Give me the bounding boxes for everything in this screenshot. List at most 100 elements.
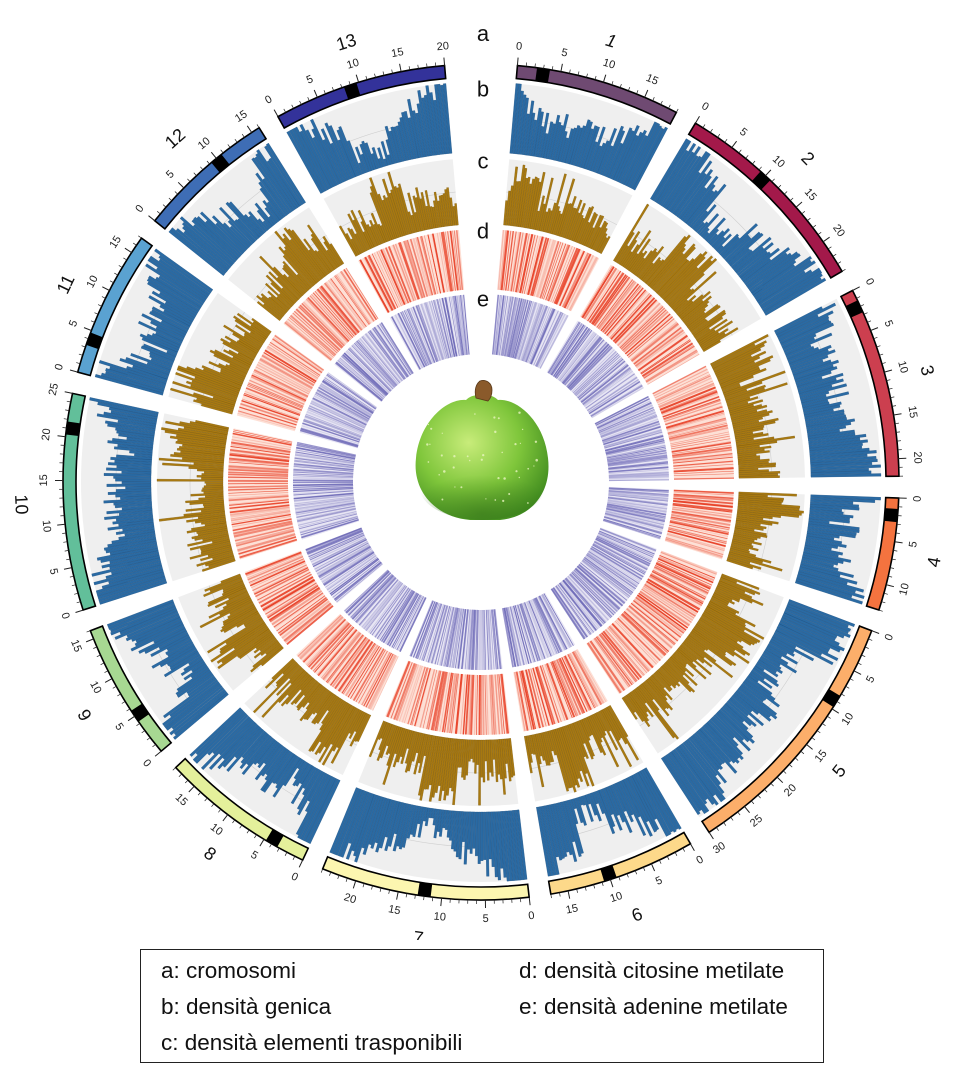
tick-major — [567, 890, 571, 899]
centromere-mark — [600, 865, 617, 882]
ideogram-chromosome-10: 0 5 10 15 20 25 10 — [11, 382, 97, 621]
te-density-bars — [613, 203, 739, 353]
tick-minor — [770, 782, 774, 787]
tick-minor — [234, 138, 238, 143]
tick-major — [148, 215, 156, 222]
tick-label: 10 — [40, 520, 53, 533]
tick-major — [528, 897, 531, 906]
tick-label: 5 — [654, 874, 664, 887]
tick-minor — [789, 197, 794, 201]
tick-label: 0 — [912, 496, 924, 503]
track-label-e: e — [477, 287, 489, 312]
legend-item-c: c: densità elementi trasponibili — [161, 1030, 463, 1055]
tick-minor — [184, 779, 189, 784]
tick-minor — [291, 104, 294, 109]
tick-label: 10 — [84, 274, 100, 290]
tick-minor — [323, 90, 326, 95]
tick-minor — [551, 66, 554, 71]
tick-label: 20 — [436, 40, 449, 53]
tick-minor — [890, 567, 895, 569]
tick-minor — [382, 71, 385, 76]
tick-minor — [69, 575, 74, 578]
tick-minor — [101, 296, 106, 299]
tick-minor — [331, 86, 335, 91]
tick-major — [893, 413, 902, 416]
ideogram-band — [839, 289, 900, 478]
tick-label: 15 — [107, 234, 124, 251]
adenine-methylation-heatmap — [390, 294, 470, 370]
centromere-mark — [343, 82, 361, 100]
tick-minor — [246, 829, 250, 834]
tick-minor — [81, 345, 86, 348]
tick-label: 10 — [770, 153, 787, 170]
tick-major — [127, 715, 136, 722]
circos-plot: 0 510151051015202051015203051040510152025… — [11, 21, 945, 940]
tick-minor — [104, 670, 109, 673]
tick-label: 5 — [67, 319, 80, 329]
tick-label: 10 — [609, 890, 624, 905]
cytosine-methylation-heatmap — [237, 334, 325, 430]
tick-label: 30 — [711, 840, 728, 857]
tick-minor — [751, 800, 755, 805]
tick-major — [85, 638, 94, 643]
tick-minor — [162, 204, 167, 208]
tick-major — [884, 369, 893, 373]
tick-label: 5 — [560, 47, 568, 60]
track-e-background — [409, 600, 503, 671]
tick-label: 0 — [53, 363, 66, 372]
tick-minor — [256, 124, 260, 128]
tick-minor — [668, 104, 671, 109]
te-density-bars — [368, 720, 516, 806]
adenine-methylation-heatmap — [491, 294, 569, 369]
tick-minor — [873, 336, 878, 340]
tick-label: 15 — [644, 72, 660, 88]
tick-minor — [758, 166, 762, 171]
cytosine-methylation-heatmap — [386, 660, 510, 736]
adenine-methylation-heatmap — [602, 487, 669, 540]
te-density-bars — [710, 334, 795, 479]
chromosome-label: 11 — [53, 271, 79, 296]
legend-item-d: d: densità citosine metilate — [519, 958, 785, 983]
tick-label: 25 — [748, 813, 765, 830]
tick-minor — [730, 816, 734, 821]
tick-minor — [78, 353, 83, 356]
tick-minor — [340, 83, 343, 88]
tick-minor — [816, 730, 821, 734]
tick-minor — [893, 550, 898, 552]
adenine-methylation-heatmap — [299, 372, 378, 448]
tick-minor — [348, 81, 351, 86]
centromere-mark — [211, 154, 230, 173]
tick-label: 15 — [233, 108, 250, 125]
tick-minor — [96, 654, 101, 658]
tick-label: 20 — [911, 451, 924, 464]
tick-minor — [269, 843, 272, 848]
tick-minor — [883, 592, 888, 595]
chromosome-label: 13 — [334, 30, 359, 55]
tick-major — [795, 201, 803, 208]
tick-minor — [836, 701, 841, 704]
tick-minor — [642, 867, 646, 872]
ideogram-chromosome-6: 0 5 10 15 6 — [547, 831, 706, 926]
tick-major — [124, 247, 132, 254]
tick-minor — [292, 856, 296, 860]
tick-label: 15 — [68, 638, 84, 654]
tick-minor — [702, 124, 706, 128]
tick-minor — [737, 811, 741, 816]
tick-minor — [868, 638, 873, 641]
tick-label: 0 — [863, 276, 876, 287]
centromere-mark — [131, 703, 150, 722]
tick-label: 10 — [433, 911, 446, 924]
tick-major — [776, 776, 784, 784]
tick-minor — [65, 409, 70, 411]
tick-minor — [864, 646, 869, 649]
tick-minor — [619, 83, 622, 88]
tick-minor — [861, 654, 866, 658]
tick-major — [609, 879, 614, 888]
tick-minor — [114, 272, 118, 276]
tick-label: 0 — [699, 100, 710, 113]
tick-minor — [84, 336, 89, 340]
gene-density-bars — [94, 248, 214, 396]
track-label-c: c — [478, 149, 489, 174]
tick-minor — [200, 166, 204, 171]
chromosome-11 — [94, 248, 378, 449]
